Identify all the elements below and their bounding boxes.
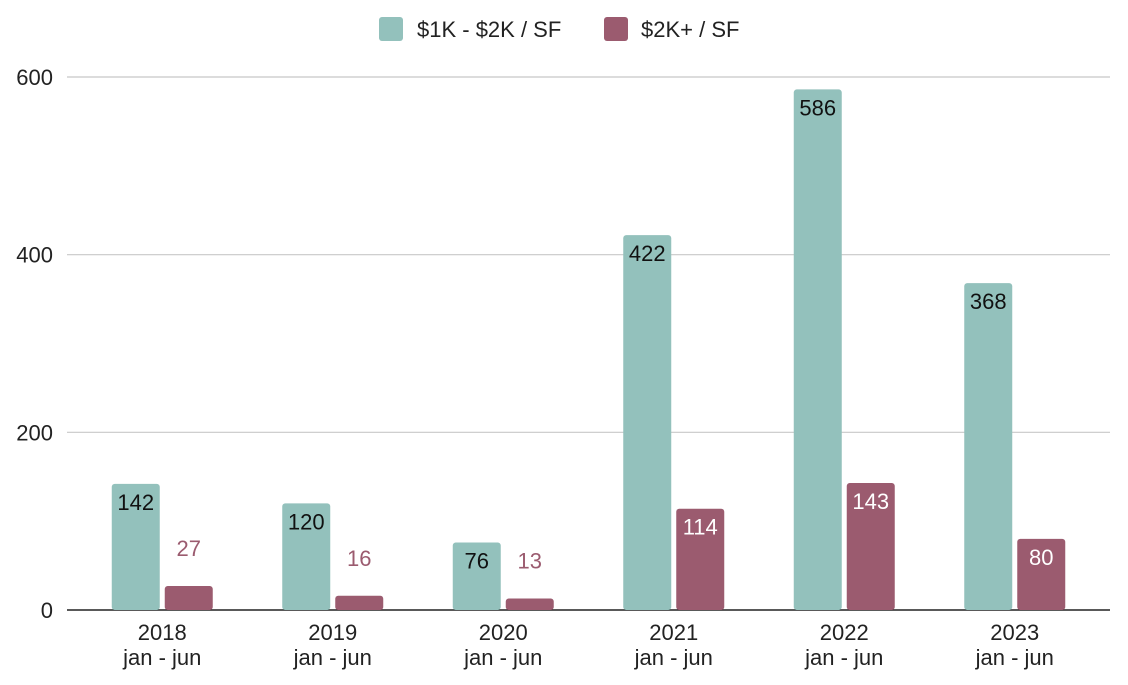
data-label: 114 — [683, 515, 718, 540]
x-tick-label-year: 2022 — [820, 620, 869, 645]
grid-lines — [67, 76, 1110, 433]
bar-series2 — [1017, 538, 1066, 610]
x-tick-label-year: 2023 — [990, 620, 1039, 645]
bar-series1 — [282, 503, 331, 610]
bars — [111, 89, 1066, 611]
data-label: 27 — [177, 536, 201, 561]
x-tick-label-year: 2021 — [649, 620, 698, 645]
bar-series1 — [964, 283, 1013, 610]
y-axis: 0 200 400 600 — [16, 65, 1110, 623]
bar-series2 — [164, 586, 213, 610]
y-tick-label: 200 — [16, 420, 53, 445]
data-labels: 142 27 120 16 76 13 422 114 586 143 368 80 — [117, 95, 1053, 573]
data-label: 76 — [465, 548, 489, 573]
data-label: 143 — [852, 489, 889, 514]
y-tick-label: 0 — [41, 598, 53, 623]
x-tick-label-period: jan - jun — [122, 645, 201, 670]
bar-series2 — [335, 595, 384, 610]
data-label: 422 — [629, 241, 666, 266]
data-label: 120 — [288, 509, 325, 534]
x-tick-label-period: jan - jun — [293, 645, 372, 670]
x-tick-label-period: jan - jun — [463, 645, 542, 670]
x-tick-label-period: jan - jun — [804, 645, 883, 670]
x-tick-label-year: 2020 — [479, 620, 528, 645]
bar-series1 — [111, 483, 160, 610]
legend-label: $1K - $2K / SF — [417, 17, 561, 42]
bar-series2 — [676, 508, 725, 610]
y-tick-label: 400 — [16, 243, 53, 268]
y-tick-label: 600 — [16, 65, 53, 90]
legend-label: $2K+ / SF — [641, 17, 739, 42]
x-tick-label-year: 2018 — [138, 620, 187, 645]
data-label: 16 — [347, 546, 371, 571]
data-label: 80 — [1029, 545, 1053, 570]
data-label: 13 — [518, 548, 542, 573]
bar-series1 — [623, 235, 672, 610]
data-label: 368 — [970, 289, 1007, 314]
x-tick-label-year: 2019 — [308, 620, 357, 645]
bar-series1 — [793, 89, 842, 611]
bar-series2 — [505, 598, 554, 610]
x-tick-label-period: jan - jun — [634, 645, 713, 670]
data-label: 142 — [117, 490, 154, 515]
legend-swatch — [604, 17, 628, 41]
data-label: 586 — [799, 95, 836, 120]
legend: $1K - $2K / SF $2K+ / SF — [379, 17, 739, 42]
x-tick-label-period: jan - jun — [975, 645, 1054, 670]
bar-series1 — [452, 542, 501, 610]
bar-series2 — [846, 482, 895, 610]
legend-swatch — [379, 17, 403, 41]
